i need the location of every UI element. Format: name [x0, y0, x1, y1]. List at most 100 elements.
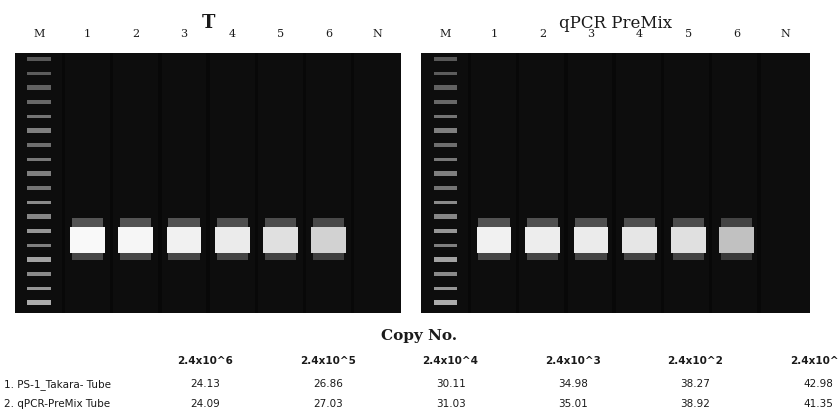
Bar [661, 52, 664, 313]
Text: 24.09: 24.09 [190, 399, 221, 409]
Bar [434, 57, 457, 61]
Bar [28, 115, 51, 118]
Text: 1. PS-1_Takara- Tube: 1. PS-1_Takara- Tube [4, 379, 112, 390]
Text: 3: 3 [587, 29, 595, 39]
Text: qPCR PreMix: qPCR PreMix [559, 15, 672, 32]
Bar [313, 253, 344, 260]
Bar [719, 227, 754, 253]
Bar [574, 227, 608, 253]
Bar [351, 52, 354, 313]
Text: 2.4x10^6: 2.4x10^6 [178, 356, 233, 366]
Bar [516, 52, 519, 313]
Bar [206, 52, 210, 313]
Bar [757, 52, 760, 313]
Bar [673, 218, 704, 227]
Bar [28, 201, 51, 204]
Bar [28, 57, 51, 61]
Bar [303, 52, 306, 313]
Bar [28, 143, 51, 147]
Bar [72, 253, 103, 260]
Bar [624, 218, 655, 227]
Bar [421, 52, 810, 313]
Bar [313, 218, 344, 227]
Bar [434, 115, 457, 118]
Bar [28, 228, 51, 233]
Bar [215, 227, 249, 253]
Bar [216, 253, 248, 260]
Bar [434, 129, 457, 133]
Bar [525, 227, 560, 253]
Bar [434, 158, 457, 160]
Bar [311, 227, 346, 253]
Text: 6: 6 [733, 29, 740, 39]
Text: 4: 4 [636, 29, 644, 39]
Bar [478, 218, 509, 227]
Bar [434, 201, 457, 204]
Text: 3: 3 [180, 29, 187, 39]
Bar [468, 52, 472, 313]
Text: 38.92: 38.92 [680, 399, 711, 409]
Text: 1: 1 [84, 29, 91, 39]
Bar [623, 227, 657, 253]
Text: 24.13: 24.13 [190, 379, 221, 389]
Text: 2. qPCR-PreMix Tube: 2. qPCR-PreMix Tube [4, 399, 110, 409]
Text: N: N [780, 29, 790, 39]
Bar [434, 171, 457, 176]
Bar [255, 52, 258, 313]
Bar [118, 227, 153, 253]
Bar [28, 129, 51, 133]
Text: 2.4x10^3: 2.4x10^3 [545, 356, 601, 366]
Text: 5: 5 [685, 29, 692, 39]
Text: T: T [201, 14, 215, 32]
Bar [28, 85, 51, 89]
Text: 2.4x10^1: 2.4x10^1 [790, 356, 839, 366]
Text: 2.4x10^5: 2.4x10^5 [300, 356, 356, 366]
Bar [576, 218, 607, 227]
Text: 30.11: 30.11 [435, 379, 466, 389]
Bar [158, 52, 161, 313]
Bar [434, 72, 457, 75]
Bar [120, 253, 151, 260]
Bar [477, 227, 512, 253]
Bar [722, 253, 753, 260]
Bar [72, 218, 103, 227]
Bar [527, 253, 558, 260]
Bar [169, 253, 200, 260]
Bar [167, 227, 201, 253]
Bar [265, 218, 296, 227]
Bar [434, 257, 457, 262]
Text: 5: 5 [277, 29, 284, 39]
Bar [70, 227, 105, 253]
Text: 2: 2 [539, 29, 546, 39]
Bar [434, 100, 457, 104]
Bar [612, 52, 616, 313]
Bar [527, 218, 558, 227]
Bar [28, 171, 51, 176]
Bar [434, 214, 457, 218]
Bar [28, 257, 51, 262]
Bar [722, 218, 753, 227]
Bar [265, 253, 296, 260]
Text: M: M [34, 29, 45, 39]
Bar [28, 72, 51, 75]
Text: 26.86: 26.86 [313, 379, 343, 389]
Text: N: N [372, 29, 382, 39]
Bar [576, 253, 607, 260]
Bar [564, 52, 567, 313]
Text: 42.98: 42.98 [803, 379, 833, 389]
Bar [110, 52, 113, 313]
Text: 2.4x10^4: 2.4x10^4 [423, 356, 478, 366]
Bar [434, 85, 457, 89]
Text: M: M [440, 29, 451, 39]
Bar [28, 286, 51, 289]
Bar [434, 244, 457, 247]
Bar [673, 253, 704, 260]
Bar [434, 272, 457, 276]
Bar [62, 52, 65, 313]
Bar [120, 218, 151, 227]
Bar [434, 228, 457, 233]
Text: Copy No.: Copy No. [382, 329, 457, 343]
Bar [169, 218, 200, 227]
Bar [434, 143, 457, 147]
Bar [15, 52, 401, 313]
